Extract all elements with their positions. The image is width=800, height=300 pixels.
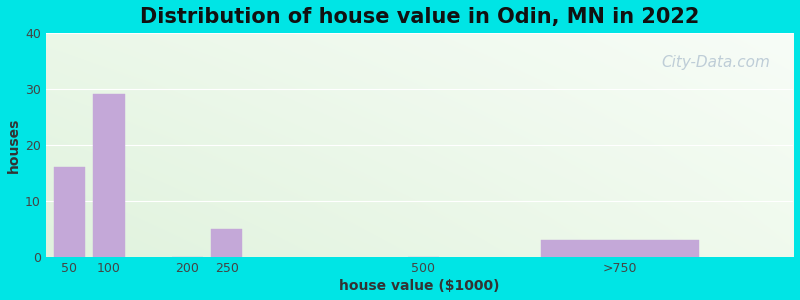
Text: City-Data.com: City-Data.com [662, 55, 770, 70]
Bar [93, 94, 125, 257]
X-axis label: house value ($1000): house value ($1000) [339, 279, 500, 293]
Bar [54, 167, 85, 257]
Bar [542, 240, 698, 257]
Y-axis label: houses: houses [7, 117, 21, 172]
Bar [211, 229, 242, 257]
Title: Distribution of house value in Odin, MN in 2022: Distribution of house value in Odin, MN … [140, 7, 699, 27]
